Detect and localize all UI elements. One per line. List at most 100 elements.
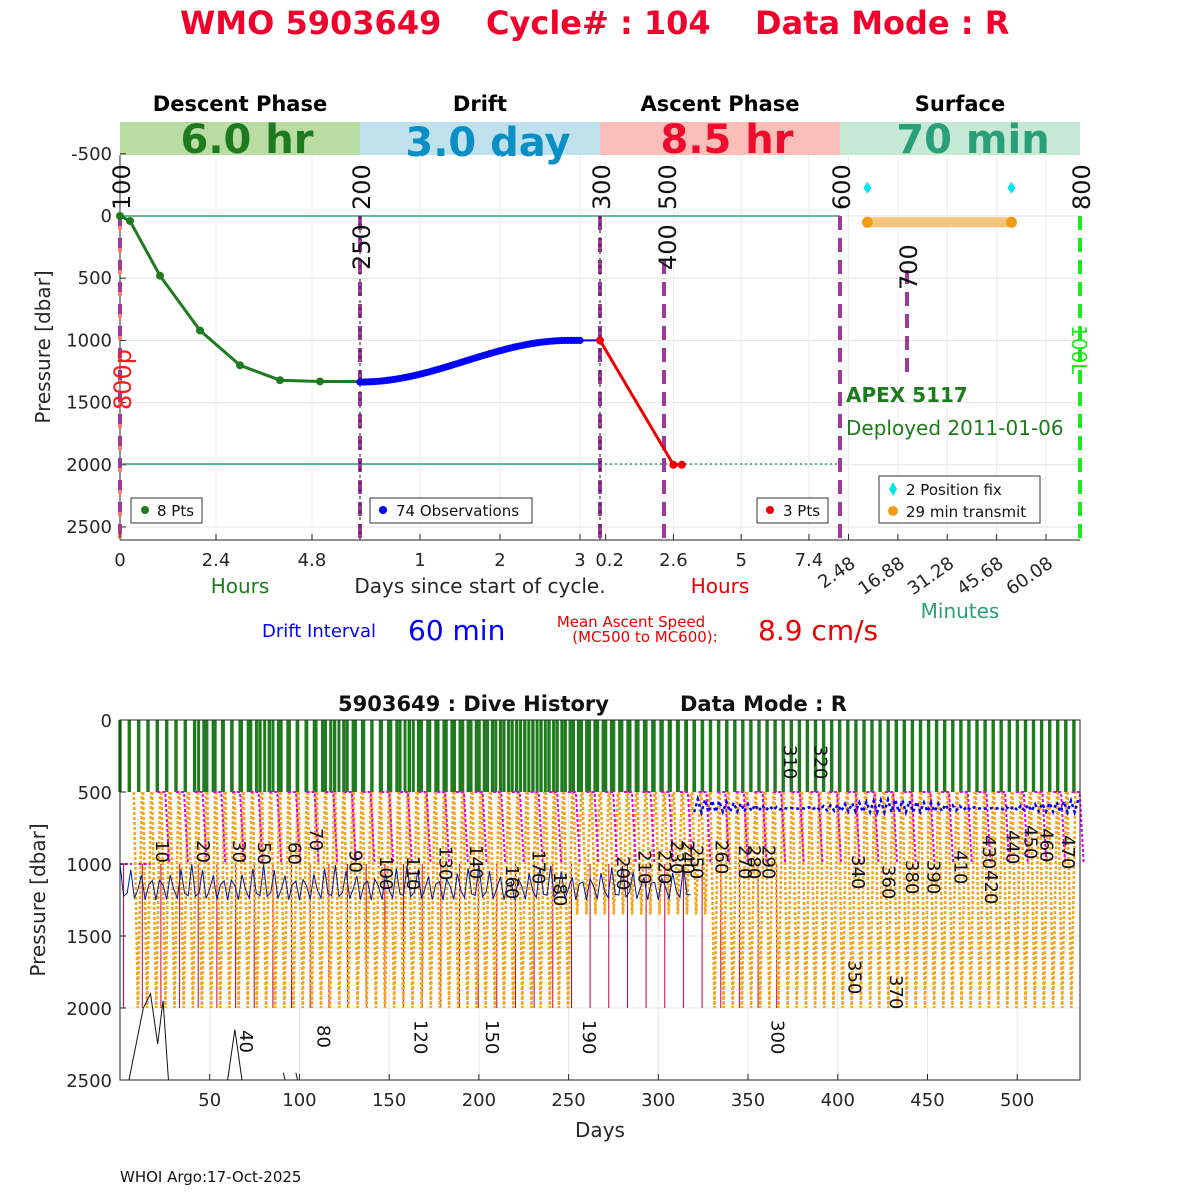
legend-descent: 8 Pts bbox=[130, 497, 203, 524]
surface-block bbox=[667, 720, 671, 792]
surface-block bbox=[708, 720, 712, 792]
surface-block bbox=[543, 720, 547, 792]
cycle-label-lower: 370 bbox=[885, 975, 906, 1009]
ascent-speed-label-2: (MC500 to MC600): bbox=[572, 628, 717, 646]
legend-surface: 2 Position fix 29 min transmit bbox=[878, 475, 1041, 524]
descent-point bbox=[236, 361, 244, 370]
surface-block bbox=[370, 720, 374, 792]
legend-drift-text: 74 Observations bbox=[396, 502, 519, 520]
x-tick-label: 3 bbox=[574, 550, 585, 571]
x-tick-label: 7.4 bbox=[795, 550, 824, 571]
x-tick-label: 100 bbox=[282, 1090, 316, 1111]
cycle-label-upper: 270 bbox=[734, 845, 755, 879]
mc-label-100: 100 bbox=[108, 164, 136, 210]
drift-points bbox=[356, 336, 584, 386]
cycle-label-upper: 100 bbox=[375, 856, 396, 890]
y-tick-label: -500 bbox=[71, 144, 112, 165]
mc-label-200: 200 bbox=[348, 164, 376, 210]
cycle-label-upper: 20 bbox=[192, 840, 213, 863]
x-tick-label: 50 bbox=[198, 1090, 221, 1111]
x-tick-label: 16.88 bbox=[854, 553, 908, 600]
band-surface bbox=[840, 122, 1080, 155]
ascent-xlabel: Hours bbox=[691, 574, 750, 598]
surface-block bbox=[444, 720, 448, 792]
surface-block bbox=[576, 720, 580, 792]
orange-profiles bbox=[132, 791, 1077, 1009]
surface-block bbox=[642, 720, 646, 792]
surface-marks bbox=[861, 181, 1017, 228]
surface-block bbox=[230, 720, 234, 792]
legend-transmit-text: 29 min transmit bbox=[906, 503, 1026, 521]
cycle-label-upper: 240 bbox=[677, 840, 698, 874]
descent-point bbox=[316, 377, 324, 386]
surface-block bbox=[486, 720, 490, 792]
ascent-point bbox=[677, 460, 686, 469]
descent-point bbox=[196, 326, 204, 335]
cycle-label-lower: 420 bbox=[980, 870, 1001, 904]
duration-surface: 70 min bbox=[896, 117, 1049, 163]
cycle-label-upper: 290 bbox=[757, 845, 778, 879]
x-tick-label: 400 bbox=[821, 1090, 855, 1111]
x-tick-label: 5 bbox=[735, 550, 746, 571]
surface-block bbox=[279, 720, 283, 792]
surface-block bbox=[609, 720, 613, 792]
black-excursions bbox=[128, 991, 299, 1081]
x-tick-label: 45.68 bbox=[953, 553, 1007, 600]
cycle-label-upper: 110 bbox=[402, 856, 423, 890]
descent-points bbox=[116, 212, 324, 386]
surface-block bbox=[552, 720, 556, 792]
cycle-label-upper: 470 bbox=[1057, 835, 1078, 869]
top-y-ticks: -500 0 500 1000 1500 2000 2500 bbox=[66, 144, 126, 538]
position-fix-point bbox=[1007, 181, 1016, 194]
surface-block bbox=[238, 720, 242, 792]
cycle-label-upper: 430 bbox=[978, 835, 999, 869]
y-tick-label: 500 bbox=[78, 268, 112, 289]
surface-block bbox=[329, 720, 333, 792]
cycle-label-upper: 50 bbox=[253, 842, 274, 865]
surface-block bbox=[659, 720, 663, 792]
position-fix-point bbox=[863, 181, 872, 194]
y-tick-label: 0 bbox=[101, 711, 112, 732]
surface-block bbox=[387, 720, 391, 792]
cycle-label-lower: 150 bbox=[481, 1020, 502, 1054]
descent-point bbox=[156, 271, 164, 280]
surface-block bbox=[287, 720, 291, 792]
cycle-label-upper: 10 bbox=[151, 840, 172, 863]
mc-label-100L: 100L bbox=[1067, 325, 1091, 375]
cycle-label-lower: 40 bbox=[235, 1030, 256, 1053]
duration-drift: 3.0 day bbox=[405, 120, 570, 166]
cycle-label-upper: 90 bbox=[345, 850, 366, 873]
surface-block bbox=[312, 720, 316, 792]
x-tick-label: 4.8 bbox=[298, 550, 327, 571]
descent-point bbox=[276, 376, 284, 385]
y-tick-label: 1000 bbox=[66, 330, 112, 351]
x-tick-label: 200 bbox=[462, 1090, 496, 1111]
surface-block bbox=[601, 720, 605, 792]
mc-label-500: 500 bbox=[654, 164, 682, 210]
surface-block bbox=[461, 720, 465, 792]
apex-label: APEX 5117 bbox=[846, 383, 968, 407]
mc-label-300: 300 bbox=[588, 164, 616, 210]
descent-point bbox=[126, 216, 134, 225]
cycle-label-lower: 190 bbox=[578, 1020, 599, 1054]
surface-block bbox=[428, 720, 432, 792]
drift-interval-value: 60 min bbox=[408, 614, 505, 647]
phase-headers: Descent Phase Drift Ascent Phase Surface bbox=[153, 92, 1005, 116]
cycle-label-lower: 180 bbox=[549, 872, 570, 906]
cycle-label-upper: 440 bbox=[1001, 830, 1022, 864]
x-tick-label: 300 bbox=[641, 1090, 675, 1111]
surface-block bbox=[304, 720, 308, 792]
surface-block bbox=[320, 720, 324, 792]
cycle-label-upper: 380 bbox=[901, 860, 922, 894]
cycle-label-upper: 340 bbox=[847, 855, 868, 889]
cycle-label-upper: 460 bbox=[1036, 828, 1057, 862]
dive-history-traces bbox=[118, 720, 1085, 1081]
legend-drift: 74 Observations bbox=[369, 497, 533, 524]
surface-block bbox=[403, 720, 407, 792]
cycle-label-lower: 80 bbox=[312, 1025, 333, 1048]
surface-block bbox=[692, 720, 696, 792]
phase-name-drift: Drift bbox=[453, 92, 507, 116]
x-tick-label: 2.6 bbox=[659, 550, 688, 571]
cycle-label-upper: 200 bbox=[612, 856, 633, 890]
surface-marks bbox=[118, 720, 1076, 792]
